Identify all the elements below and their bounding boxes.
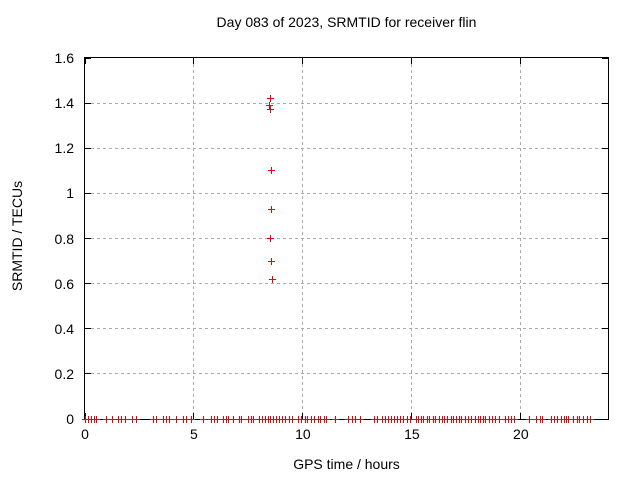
- y-tick-mark: [602, 328, 608, 330]
- data-point: [268, 257, 276, 265]
- data-point: [576, 415, 584, 423]
- y-tick-mark: [85, 192, 91, 194]
- data-point: [173, 415, 181, 423]
- x-tick-label: 5: [190, 426, 198, 442]
- data-point: [373, 415, 381, 423]
- y-tick-label: 0.8: [54, 230, 74, 247]
- data-point: [117, 415, 125, 423]
- y-tick-mark: [85, 328, 91, 330]
- horizontal-gridline: [85, 328, 608, 330]
- y-tick-mark: [85, 57, 91, 59]
- y-tick-mark: [85, 283, 91, 285]
- y-tick-label: 0.2: [54, 365, 74, 382]
- horizontal-gridline: [85, 192, 608, 194]
- x-tick-mark: [84, 58, 86, 64]
- x-tick-mark: [520, 58, 522, 64]
- y-tick-mark: [85, 238, 91, 239]
- data-point: [267, 106, 275, 114]
- horizontal-gridline: [85, 238, 608, 239]
- y-tick-mark: [85, 373, 91, 375]
- data-point: [356, 415, 364, 423]
- data-point: [230, 415, 238, 423]
- data-point: [200, 415, 208, 423]
- data-point: [332, 415, 340, 423]
- data-point: [132, 415, 140, 423]
- x-tick-mark: [193, 58, 195, 64]
- data-point: [183, 415, 191, 423]
- x-tick-label: 0: [81, 426, 89, 442]
- y-tick-label: 0.6: [54, 275, 74, 292]
- data-point: [213, 415, 221, 423]
- y-tick-mark: [602, 147, 608, 149]
- data-point: [303, 415, 311, 423]
- horizontal-gridline: [85, 373, 608, 375]
- data-point: [267, 205, 275, 213]
- data-point: [579, 415, 587, 423]
- x-tick-label: 15: [404, 426, 420, 442]
- data-point: [249, 415, 257, 423]
- y-tick-label: 1.2: [54, 140, 74, 157]
- x-tick-mark: [411, 413, 413, 419]
- y-tick-label: 1.4: [54, 95, 74, 112]
- y-tick-label: 0.4: [54, 320, 74, 337]
- data-point: [400, 415, 408, 423]
- data-point: [317, 415, 325, 423]
- y-tick-label: 0: [66, 411, 74, 427]
- data-point: [122, 415, 130, 423]
- data-point: [187, 415, 195, 423]
- x-axis-label: GPS time / hours: [293, 456, 400, 472]
- data-point: [289, 415, 297, 423]
- data-point: [103, 415, 111, 423]
- data-point: [569, 415, 577, 423]
- chart-title: Day 083 of 2023, SRMTID for receiver fli…: [216, 14, 477, 30]
- data-point: [539, 415, 547, 423]
- data-point: [238, 415, 246, 423]
- x-tick-label: 10: [295, 426, 311, 442]
- horizontal-gridline: [85, 147, 608, 149]
- data-point: [407, 415, 415, 423]
- y-tick-mark: [85, 147, 91, 149]
- plot-area: [81, 57, 609, 423]
- data-point: [269, 275, 277, 283]
- y-tick-mark: [602, 238, 608, 239]
- data-point: [109, 415, 117, 423]
- data-point: [267, 235, 275, 242]
- data-point: [351, 415, 359, 423]
- data-point: [510, 415, 518, 423]
- x-tick-mark: [302, 413, 304, 419]
- data-point: [224, 415, 232, 423]
- data-point: [267, 167, 275, 175]
- x-tick-label: 20: [513, 426, 529, 442]
- x-tick-mark: [302, 58, 304, 64]
- data-point: [166, 415, 174, 423]
- y-tick-mark: [85, 102, 91, 104]
- x-tick-mark: [193, 413, 195, 419]
- horizontal-gridline: [85, 102, 608, 104]
- data-point: [281, 415, 289, 423]
- y-tick-mark: [602, 192, 608, 194]
- x-tick-mark: [520, 413, 522, 419]
- y-tick-label: 1: [66, 185, 74, 202]
- y-tick-mark: [602, 102, 608, 104]
- y-tick-mark: [602, 373, 608, 375]
- data-point: [495, 415, 503, 423]
- y-tick-label: 1.6: [54, 50, 74, 66]
- x-tick-mark: [411, 58, 413, 64]
- data-point: [266, 95, 274, 103]
- data-point: [93, 415, 101, 423]
- y-tick-mark: [602, 418, 608, 420]
- data-point: [526, 415, 534, 423]
- data-point: [323, 415, 331, 423]
- y-tick-mark: [602, 57, 608, 59]
- horizontal-gridline: [85, 283, 608, 285]
- data-point: [587, 415, 595, 423]
- data-point: [345, 415, 353, 423]
- y-tick-mark: [602, 283, 608, 285]
- data-point: [565, 415, 573, 423]
- data-point: [153, 415, 161, 423]
- data-point: [266, 101, 274, 109]
